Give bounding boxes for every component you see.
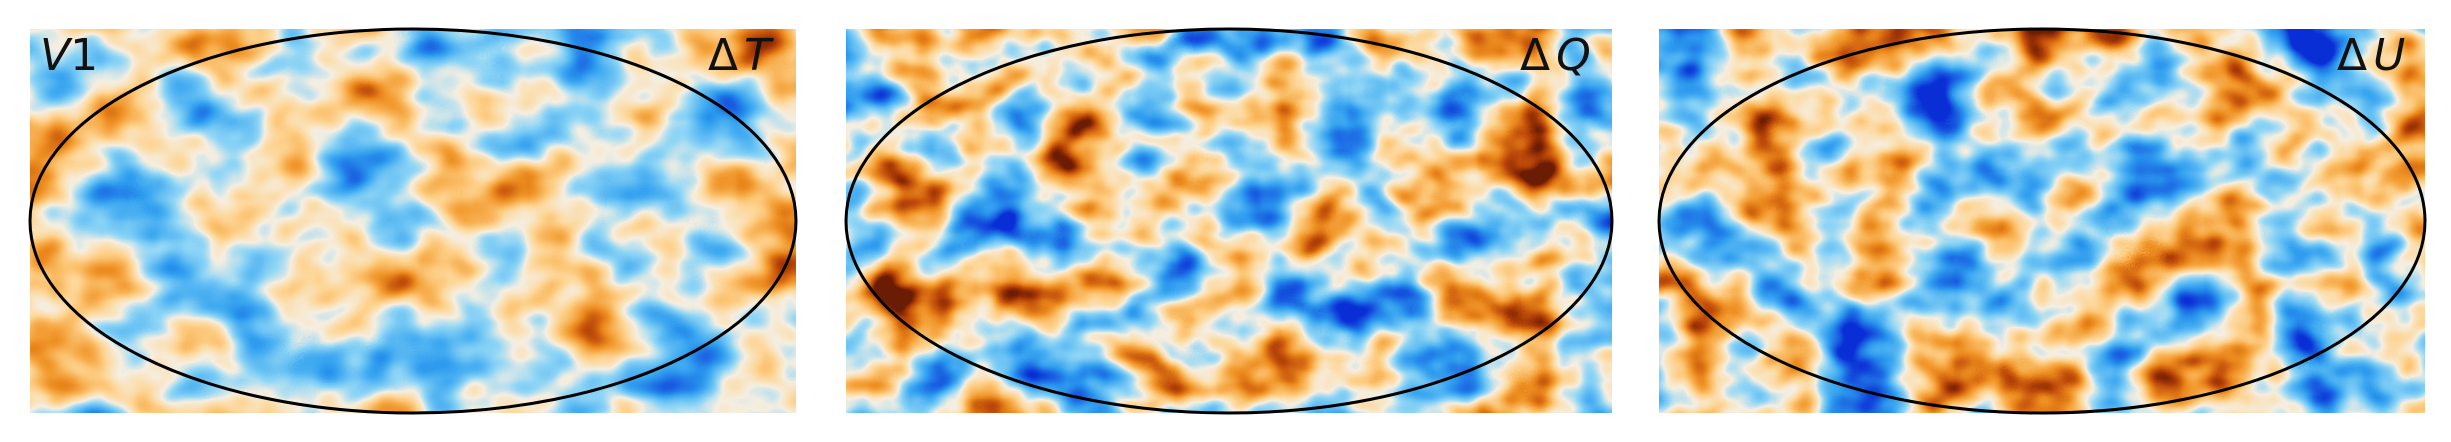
panel-label-variable: Q [1556, 30, 1591, 81]
band-label-number: 1 [70, 30, 98, 81]
panel-label-variable: T [744, 30, 774, 81]
map-outline-delta-t [28, 27, 798, 415]
map-fill-delta-u [1659, 29, 2425, 413]
map-fill-delta-t [30, 29, 796, 413]
panel-label-symbol: Δ [1520, 30, 1550, 81]
panel-label-variable: U [2373, 30, 2405, 81]
map-outline-delta-q [844, 27, 1614, 415]
panel-label-symbol: Δ [2337, 30, 2367, 81]
map-panel-delta-u [1657, 27, 2427, 415]
map-outline-delta-u [1657, 27, 2427, 415]
band-label: V1 [40, 30, 98, 81]
map-panel-delta-t [28, 27, 798, 415]
map-panel-delta-q [844, 27, 1614, 415]
band-label-name: V [40, 30, 73, 81]
panel-label-symbol: Δ [708, 30, 738, 81]
map-fill-delta-q [846, 29, 1612, 413]
